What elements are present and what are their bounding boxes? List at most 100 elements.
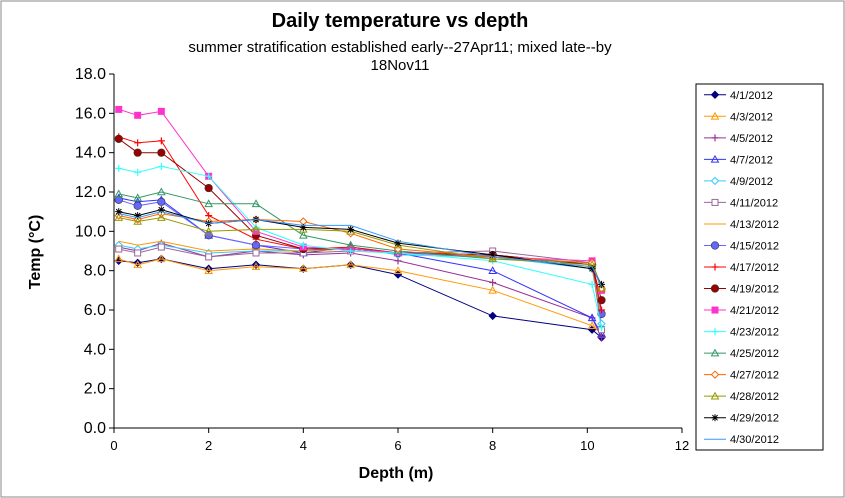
data-point <box>205 172 213 180</box>
data-point <box>587 313 597 322</box>
chart-title: Daily temperature vs depth <box>272 10 529 32</box>
data-point <box>134 168 142 176</box>
legend-entry: 4/11/2012 <box>704 197 778 209</box>
data-point <box>115 208 123 216</box>
data-point <box>488 254 498 263</box>
legend-label: 4/11/2012 <box>730 197 778 209</box>
plot-area <box>114 105 606 342</box>
y-tick-label: 2.0 <box>84 381 106 398</box>
data-point <box>134 111 142 119</box>
data-point <box>299 241 307 249</box>
data-point <box>157 148 166 157</box>
data-point <box>488 285 498 294</box>
legend-label: 4/15/2012 <box>730 240 779 252</box>
data-point <box>157 162 165 170</box>
data-point <box>134 212 142 220</box>
data-point <box>346 240 356 249</box>
data-point <box>252 249 260 257</box>
data-point <box>710 241 720 250</box>
data-point <box>115 245 123 253</box>
data-point <box>134 139 142 147</box>
y-tick-label: 18.0 <box>75 66 106 83</box>
legend-label: 4/25/2012 <box>730 348 779 360</box>
y-tick-label: 10.0 <box>75 223 106 240</box>
data-point <box>347 225 355 233</box>
chart-subtitle-line2: 18Nov11 <box>371 57 430 74</box>
legend-entry: 4/15/2012 <box>704 240 779 252</box>
axes: 0.0 2.0 4.0 6.0 8.0 10.0 12.0 14.0 16.0 18.0 0 2 4 6 8… <box>75 66 689 453</box>
data-point <box>711 263 719 271</box>
data-point <box>489 278 497 286</box>
data-point <box>597 283 606 292</box>
series-line <box>118 211 602 287</box>
legend-entry: 4/5/2012 <box>704 133 773 145</box>
legend-entry: 4/23/2012 <box>704 327 779 339</box>
x-tick-label: 0 <box>110 438 117 453</box>
data-point <box>114 134 123 143</box>
legend: 4/1/2012 4/3/2012 4/5/2012 4/7/2012 4/9/2012… <box>695 83 824 451</box>
y-tick-label: 4.0 <box>84 341 106 358</box>
data-point <box>488 311 497 321</box>
legend-entry: 4/29/2012 <box>704 413 779 425</box>
data-point <box>133 260 143 269</box>
data-point <box>114 254 124 263</box>
data-point <box>710 90 720 99</box>
data-point <box>114 195 123 204</box>
data-point <box>588 280 596 288</box>
data-point <box>710 348 720 357</box>
legend-entry: 4/9/2012 <box>704 176 773 188</box>
data-point <box>298 264 308 272</box>
data-point <box>134 249 142 257</box>
data-point <box>251 262 261 271</box>
data-point <box>157 206 165 214</box>
data-point <box>587 321 597 330</box>
data-point <box>394 239 402 247</box>
data-point <box>598 306 606 314</box>
data-point <box>347 247 355 255</box>
data-point <box>157 197 166 206</box>
legend-label: 4/5/2012 <box>730 133 773 145</box>
chart-subtitle-line1: summer stratification established early-… <box>188 39 612 56</box>
data-point <box>489 251 497 259</box>
y-tick-label: 14.0 <box>75 145 106 162</box>
data-point <box>299 223 307 231</box>
y-tick-label: 12.0 <box>75 184 106 201</box>
legend-entry: 4/27/2012 <box>704 370 779 382</box>
data-point <box>156 213 166 221</box>
x-tick-label: 12 <box>675 438 689 453</box>
legend-label: 4/19/2012 <box>730 284 779 296</box>
data-point <box>710 370 720 379</box>
legend-label: 4/17/2012 <box>730 262 779 274</box>
data-point <box>597 296 606 305</box>
data-point <box>204 226 214 235</box>
data-point <box>710 391 720 400</box>
data-point <box>157 137 165 145</box>
legend-entry: 4/7/2012 <box>704 154 773 166</box>
data-point <box>133 216 143 225</box>
data-point <box>157 107 165 115</box>
y-tick-label: 6.0 <box>84 302 106 319</box>
data-point <box>710 284 720 293</box>
data-point <box>156 187 166 196</box>
data-point <box>251 224 261 233</box>
legend-label: 4/9/2012 <box>730 176 773 188</box>
x-tick-label: 2 <box>205 438 212 453</box>
x-axis-label: Depth (m) <box>359 465 434 482</box>
data-point <box>710 176 720 186</box>
x-tick-label: 6 <box>394 438 401 453</box>
data-point <box>133 193 143 202</box>
data-point <box>114 189 124 198</box>
data-point <box>114 213 124 221</box>
legend-label: 4/30/2012 <box>730 434 779 446</box>
legend-entry: 4/17/2012 <box>704 262 779 274</box>
data-point <box>204 266 214 274</box>
data-point <box>156 254 166 263</box>
legend-label: 4/13/2012 <box>730 219 779 231</box>
data-point <box>393 266 403 274</box>
data-point <box>710 154 720 163</box>
data-point <box>711 414 719 422</box>
legend-entry: 4/1/2012 <box>704 90 773 102</box>
legend-label: 4/29/2012 <box>730 413 779 425</box>
